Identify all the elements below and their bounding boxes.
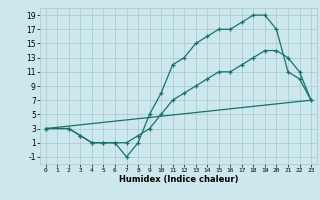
X-axis label: Humidex (Indice chaleur): Humidex (Indice chaleur) bbox=[119, 175, 238, 184]
